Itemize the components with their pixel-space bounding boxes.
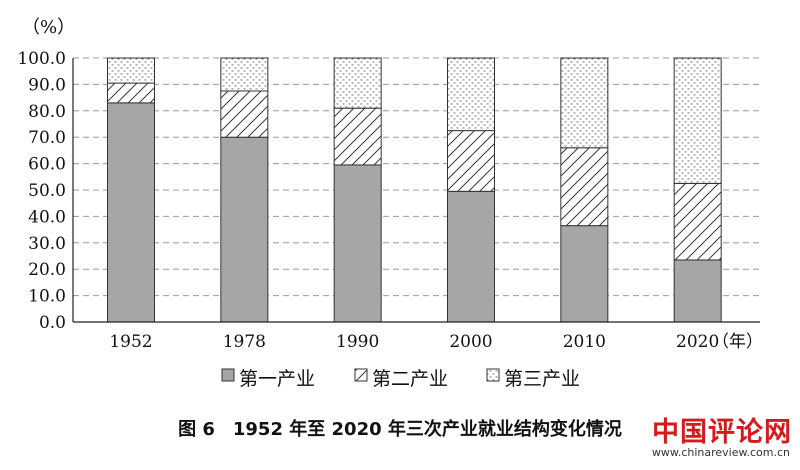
gridlines	[73, 57, 760, 297]
x-tick-label: 1978	[223, 332, 266, 352]
y-axis-unit: （%）	[22, 17, 75, 38]
bar-segment-1978-3	[220, 57, 269, 92]
axes	[72, 58, 760, 323]
x-tick-label: 1952	[109, 332, 152, 352]
y-tick-label: 30.0	[28, 234, 66, 254]
bar-segment-1990-2	[333, 107, 382, 166]
x-tick-label: 1990	[336, 332, 379, 352]
y-tick-label: 50.0	[28, 181, 66, 201]
watermark-logo: 中国评论网 www.chinareview.com.cn	[644, 410, 792, 466]
legend-swatch	[486, 368, 500, 382]
legend-label: 第二产业	[372, 368, 448, 390]
figure-caption: 图 6 1952 年至 2020 年三次产业就业结构变化情况	[178, 419, 622, 440]
bar-segment-2010-1	[560, 225, 609, 323]
bar-segment-2020-2	[673, 182, 722, 261]
y-tick-label: 40.0	[28, 207, 66, 227]
watermark-url: www.chinareview.com.cn	[651, 446, 790, 459]
bar-segment-2000-1	[447, 190, 495, 323]
bar-segment-2010-3	[560, 57, 609, 149]
y-tick-label: 80.0	[28, 102, 66, 122]
legend-swatch	[354, 368, 368, 382]
bar-segment-2000-2	[447, 130, 495, 192]
y-tick-label: 100.0	[17, 49, 66, 69]
x-tick-label: 2020	[676, 332, 719, 352]
bar-segment-2020-1	[673, 259, 722, 323]
y-tick-label: 60.0	[28, 155, 66, 175]
bar-segment-2010-2	[560, 147, 609, 227]
y-tick-label: 90.0	[28, 75, 66, 95]
bar-segment-1952-1	[107, 102, 155, 323]
y-tick-label: 0.0	[39, 313, 66, 333]
legend-swatch	[221, 368, 235, 382]
bar-segment-2000-3	[447, 57, 495, 132]
bar-segment-1978-2	[220, 90, 269, 138]
y-tick-labels: 0.0 10.0 20.0 30.0 40.0 50.0 60.0 70.0 80.0 90.0 1…	[17, 49, 66, 333]
bar-segment-2020-3	[673, 57, 722, 184]
bar-segment-1952-2	[107, 82, 155, 104]
bar-segment-1990-3	[333, 57, 382, 109]
stacked-bar-chart: 0.0 10.0 20.0 30.0 40.0 50.0 60.0 70.0 80.0 90.0 1…	[17, 17, 763, 390]
x-axis-unit: （年）	[712, 332, 763, 352]
x-tick-label: 2000	[449, 332, 492, 352]
bars	[107, 57, 722, 323]
bar-segment-1990-1	[333, 164, 382, 323]
x-tick-label: 2010	[563, 332, 606, 352]
legend-label: 第一产业	[239, 368, 315, 390]
legend: 第一产业 第二产业 第三产业	[221, 368, 580, 390]
y-tick-label: 70.0	[28, 128, 66, 148]
x-tick-labels: 1952 1978 1990 2000 2010 2020	[109, 332, 719, 352]
bar-segment-1952-3	[107, 57, 155, 84]
y-tick-label: 20.0	[28, 260, 66, 280]
y-tick-label: 10.0	[28, 287, 66, 307]
bar-segment-1978-1	[220, 136, 269, 323]
legend-label: 第三产业	[504, 368, 580, 390]
watermark-title: 中国评论网	[652, 417, 792, 448]
